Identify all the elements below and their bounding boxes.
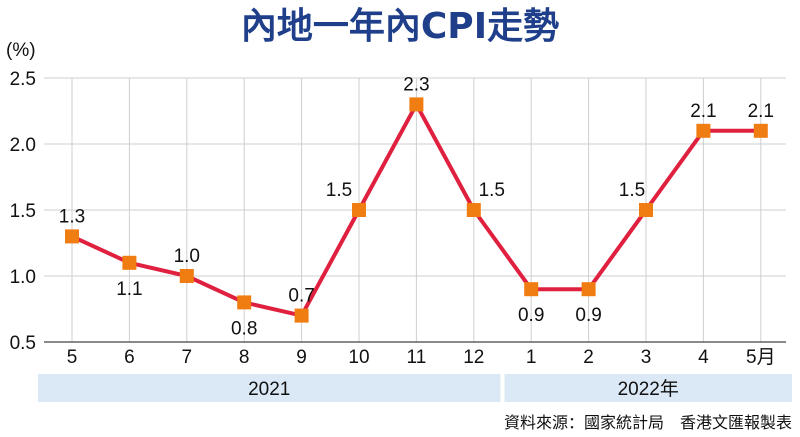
x-tick-label: 3: [641, 347, 652, 368]
data-marker: [696, 123, 711, 138]
year-band-label: 2022年: [618, 378, 679, 400]
data-marker: [294, 308, 309, 323]
data-marker: [65, 229, 79, 244]
data-label: 2.1: [690, 101, 716, 122]
data-marker: [753, 123, 768, 138]
data-marker: [352, 203, 366, 217]
data-marker: [581, 282, 596, 297]
data-label: 2.1: [748, 101, 774, 122]
data-marker: [409, 97, 424, 112]
data-label: 1.5: [326, 180, 352, 201]
x-axis-ticks: 5 6 7 8 9 10 11 12 1 2 3 4 5月: [67, 347, 776, 368]
data-label: 0.8: [231, 318, 257, 339]
x-tick-label: 2: [583, 347, 594, 368]
y-axis-unit: (%): [6, 40, 36, 61]
x-tick-label: 1: [526, 347, 537, 368]
data-marker: [466, 203, 481, 217]
chart-title: 內地一年內CPI走勢: [241, 6, 559, 47]
y-axis-ticks: 0.5 1.0 1.5 2.0 2.5: [10, 69, 36, 354]
y-tick-label: 0.5: [10, 333, 36, 354]
data-label: 1.5: [619, 180, 645, 201]
y-tick-label: 1.0: [10, 267, 36, 288]
data-marker: [237, 295, 252, 310]
x-tick-label: 12: [463, 347, 484, 368]
source-note: 資料來源：國家統計局 香港文匯報製表: [504, 413, 792, 432]
data-label: 0.7: [288, 286, 314, 307]
year-band: [504, 374, 792, 402]
data-marker: [639, 203, 653, 217]
year-band-label: 2021: [248, 379, 290, 400]
data-label: 2.3: [403, 74, 429, 95]
x-tick-label: 9: [296, 347, 307, 368]
year-bands: 2021 2022年: [38, 374, 792, 402]
y-tick-label: 1.5: [10, 201, 36, 222]
x-tick-label: 10: [348, 347, 369, 368]
gridlines: [44, 77, 786, 342]
x-tick-label: 4: [698, 347, 709, 368]
x-tick-label: 6: [124, 347, 135, 368]
data-marker: [179, 269, 194, 283]
y-tick-label: 2.5: [10, 69, 36, 90]
x-tick-label: 7: [182, 347, 193, 368]
x-tick-label: 5月: [746, 347, 776, 368]
x-tick-label: 11: [407, 347, 427, 368]
data-label: 0.9: [518, 305, 544, 326]
data-label: 1.0: [174, 246, 200, 267]
data-marker: [122, 255, 137, 270]
y-tick-label: 2.0: [10, 135, 36, 156]
data-labels: 1.3 1.1 1.0 0.8 0.7 1.5 2.3 1.5 0.9 0.9 1.5 2.1 2.1: [59, 74, 774, 339]
data-label: 1.3: [59, 206, 85, 227]
data-label: 1.1: [116, 279, 142, 300]
data-label: 0.9: [575, 305, 601, 326]
x-tick-label: 8: [239, 347, 250, 368]
data-label: 1.5: [479, 180, 505, 201]
year-band: [38, 374, 501, 402]
x-tick-label: 5: [67, 347, 78, 368]
data-markers: [65, 97, 768, 323]
data-marker: [524, 282, 539, 297]
